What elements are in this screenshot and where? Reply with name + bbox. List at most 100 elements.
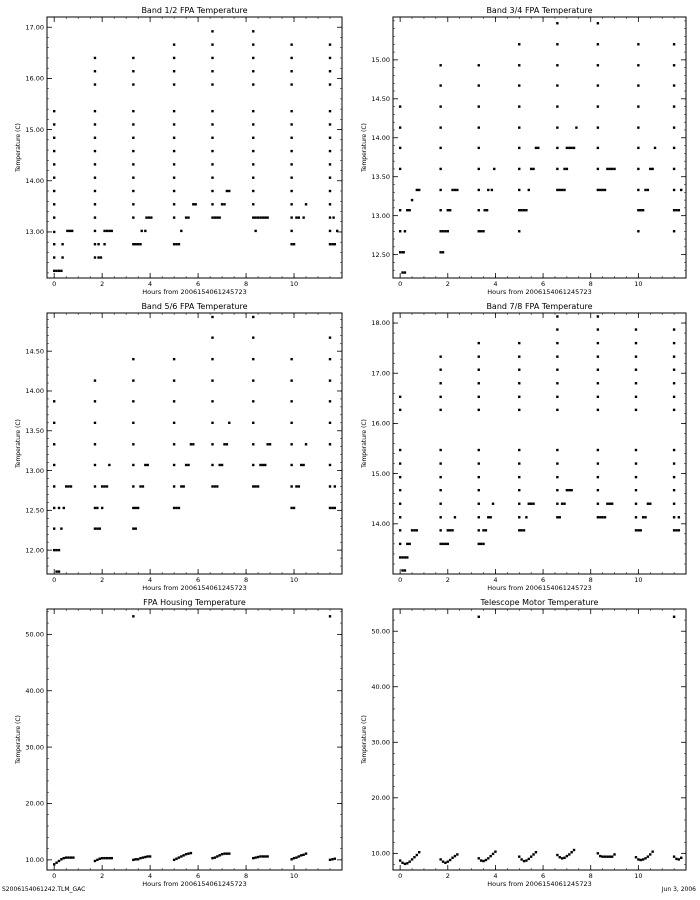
data-point: [259, 463, 262, 467]
data-point: [225, 852, 229, 855]
data-point: [96, 858, 99, 862]
chart-title: Band 1/2 FPA Temperature: [141, 6, 247, 15]
data-point: [572, 848, 576, 852]
data-point: [328, 83, 332, 86]
x-tick-label: 2: [446, 576, 450, 584]
data-point: [211, 315, 214, 319]
data-point: [187, 852, 190, 855]
plot-frame: [392, 312, 687, 575]
data-point: [477, 167, 480, 171]
data-point: [295, 485, 298, 488]
data-point: [490, 188, 494, 192]
data-point: [606, 855, 609, 858]
chart-panel-5: FPA Housing Temperature Hours from 200615…: [15, 598, 343, 888]
data-point: [134, 858, 137, 861]
data-point: [439, 84, 442, 87]
data-point: [132, 123, 135, 126]
data-point: [211, 163, 214, 166]
data-point: [297, 485, 301, 488]
data-point: [608, 855, 611, 858]
data-point: [446, 230, 449, 233]
x-tick-label: 6: [196, 872, 200, 880]
data-point: [189, 443, 193, 446]
data-point: [290, 189, 293, 193]
data-point: [453, 516, 457, 519]
data-point: [613, 853, 616, 856]
data-point: [556, 126, 559, 129]
data-point: [608, 167, 611, 171]
x-tick-label: 4: [148, 576, 152, 584]
data-point: [596, 395, 600, 399]
data-point: [522, 209, 526, 212]
data-point: [518, 84, 521, 87]
data-point: [52, 256, 56, 259]
data-point: [441, 542, 445, 546]
data-point: [477, 395, 480, 399]
data-point: [439, 146, 442, 150]
data-point: [103, 243, 106, 246]
data-point: [61, 243, 64, 246]
data-point: [172, 858, 176, 862]
data-point: [556, 475, 559, 479]
data-point: [518, 462, 521, 465]
y-tick-label: 13.50: [371, 173, 390, 181]
data-point: [52, 548, 56, 552]
data-point: [93, 443, 97, 446]
data-point: [558, 516, 561, 519]
data-point: [596, 188, 600, 192]
data-point: [52, 109, 56, 113]
data-point: [136, 506, 140, 510]
data-point: [439, 126, 442, 129]
data-point: [637, 858, 640, 861]
data-point: [403, 271, 407, 274]
data-point: [132, 527, 135, 530]
data-point: [439, 516, 442, 519]
data-point: [451, 188, 454, 192]
data-point: [398, 448, 402, 452]
data-point: [441, 230, 445, 233]
data-point: [216, 216, 219, 219]
data-point: [596, 105, 600, 108]
data-point: [415, 188, 419, 192]
data-point: [172, 463, 176, 467]
data-point: [57, 269, 61, 273]
data-point: [603, 855, 607, 858]
data-point: [406, 862, 409, 865]
data-point: [211, 336, 214, 339]
data-point: [477, 355, 480, 358]
data-point: [451, 856, 454, 859]
data-point: [290, 229, 293, 233]
data-point: [477, 105, 480, 108]
data-point: [93, 163, 97, 166]
data-point: [177, 856, 181, 859]
data-point: [328, 123, 332, 126]
data-point: [398, 167, 402, 171]
data-point: [187, 463, 190, 467]
y-tick-label: 16.00: [25, 75, 44, 83]
data-point: [290, 216, 293, 219]
data-point: [439, 462, 442, 465]
data-point: [556, 448, 559, 452]
y-tick-label: 40.00: [371, 683, 390, 691]
data-point: [211, 357, 214, 361]
data-point: [52, 863, 56, 866]
x-tick-label: 6: [541, 280, 545, 288]
data-point: [446, 860, 449, 863]
data-point: [565, 854, 569, 858]
y-tick-label: 10.00: [25, 856, 44, 864]
x-axis-label: Hours from 2006154061245723: [142, 584, 246, 592]
data-point: [290, 136, 293, 139]
data-point: [93, 379, 97, 382]
data-point: [527, 502, 530, 505]
data-point: [596, 315, 600, 318]
data-point: [180, 485, 183, 488]
data-point: [408, 860, 411, 863]
data-point: [672, 230, 676, 233]
data-point: [560, 188, 564, 192]
y-tick-label: 14.50: [25, 347, 44, 355]
data-point: [439, 105, 442, 108]
data-point: [398, 146, 402, 150]
data-point: [132, 357, 135, 361]
data-point: [328, 463, 332, 467]
data-point: [290, 400, 293, 403]
